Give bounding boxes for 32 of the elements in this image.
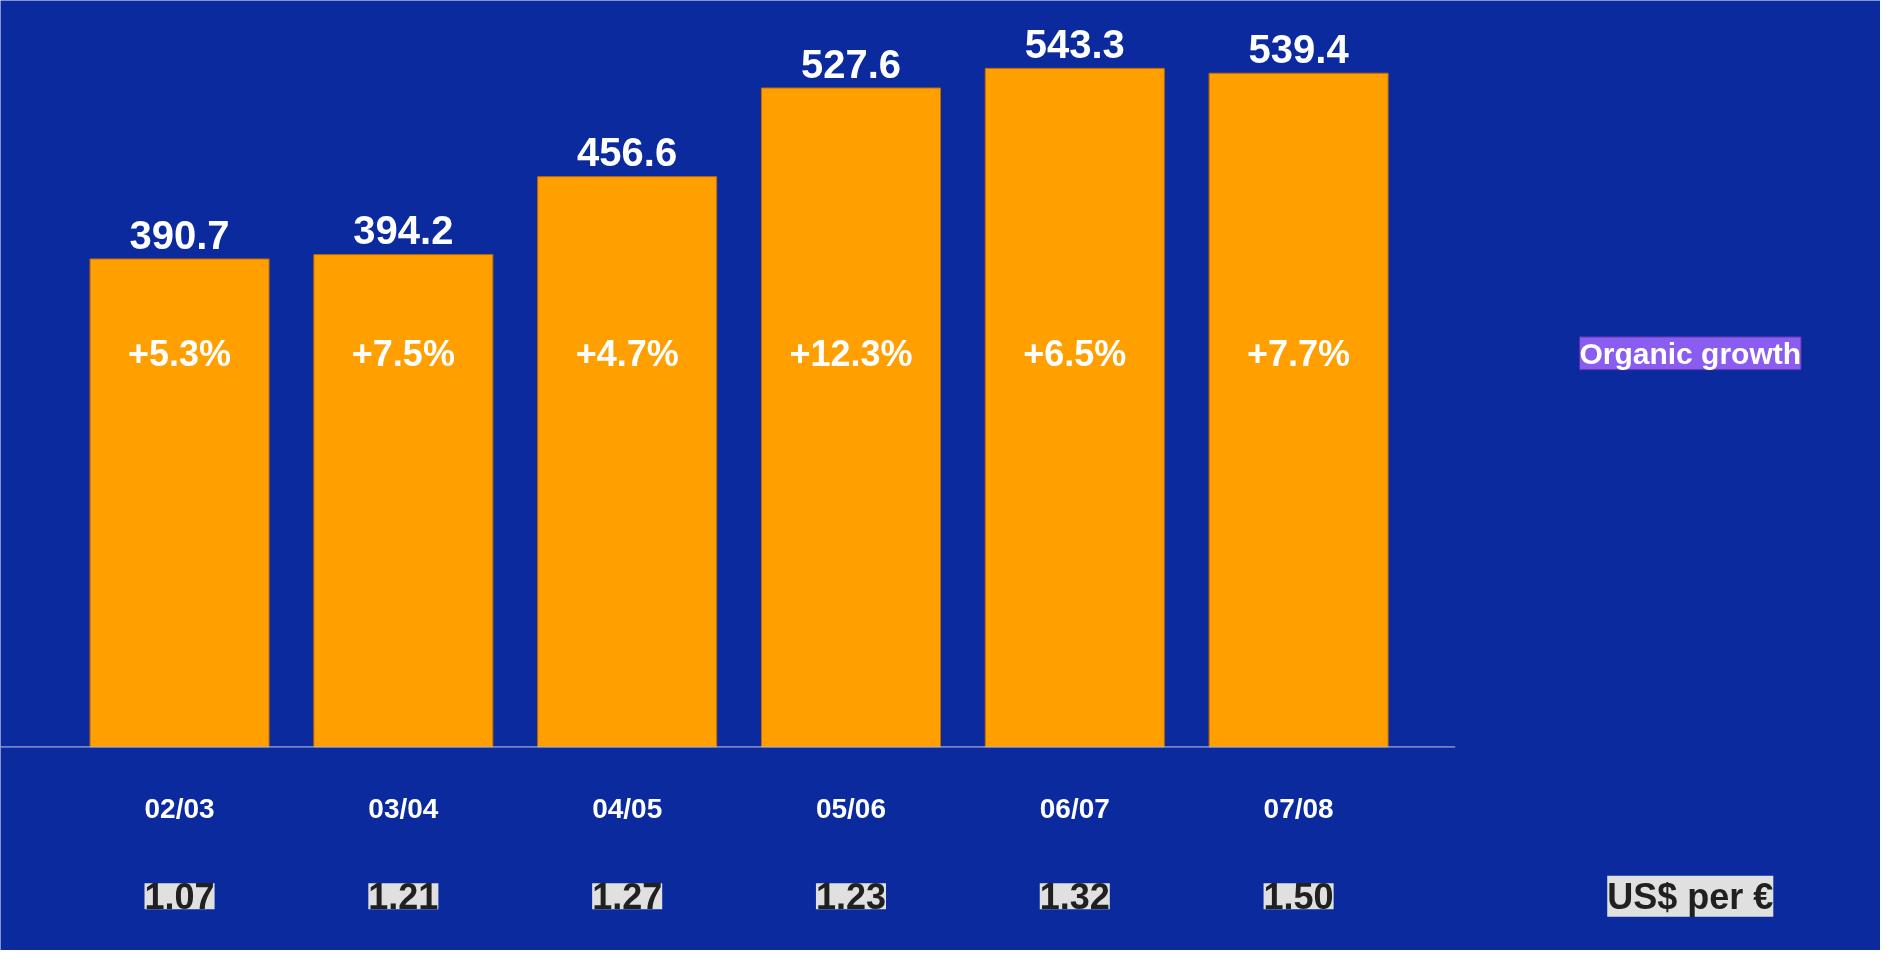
text: 1.23 [815, 876, 887, 918]
x-tick-label: 02/03 [144, 792, 215, 824]
bar [760, 87, 941, 748]
bar [1208, 72, 1389, 748]
text: 1.07 [144, 876, 215, 918]
x-tick-label: 07/08 [1263, 792, 1334, 824]
text: US$ per € [1607, 875, 1774, 917]
text: 1.27 [592, 876, 663, 918]
data-label: 390.7 [129, 212, 230, 257]
annotation: +12.3% [789, 332, 913, 374]
x-tick-label: 03/04 [368, 792, 439, 824]
x-tick-label: 04/05 [592, 792, 663, 824]
annotation: +4.7% [575, 332, 679, 374]
bar [89, 258, 270, 748]
annotation: +6.5% [1023, 332, 1127, 374]
data-label: 394.2 [353, 208, 454, 253]
annotation: +7.5% [351, 332, 455, 374]
text: Organic growth [1579, 336, 1802, 370]
annotation: +7.7% [1247, 332, 1351, 374]
data-label: 527.6 [800, 41, 902, 86]
text: 1.32 [1039, 876, 1110, 918]
text: 1.21 [368, 876, 439, 918]
text: 1.50 [1263, 876, 1334, 918]
bar [313, 254, 494, 748]
x-tick-label: 06/07 [1039, 792, 1110, 824]
data-label: 456.6 [577, 130, 678, 175]
bar [537, 176, 718, 748]
annotation: +5.3% [128, 332, 232, 374]
x-tick-label: 05/06 [815, 792, 887, 824]
bar [984, 67, 1165, 748]
data-label: 543.3 [1024, 22, 1125, 67]
data-label: 539.4 [1248, 27, 1350, 72]
